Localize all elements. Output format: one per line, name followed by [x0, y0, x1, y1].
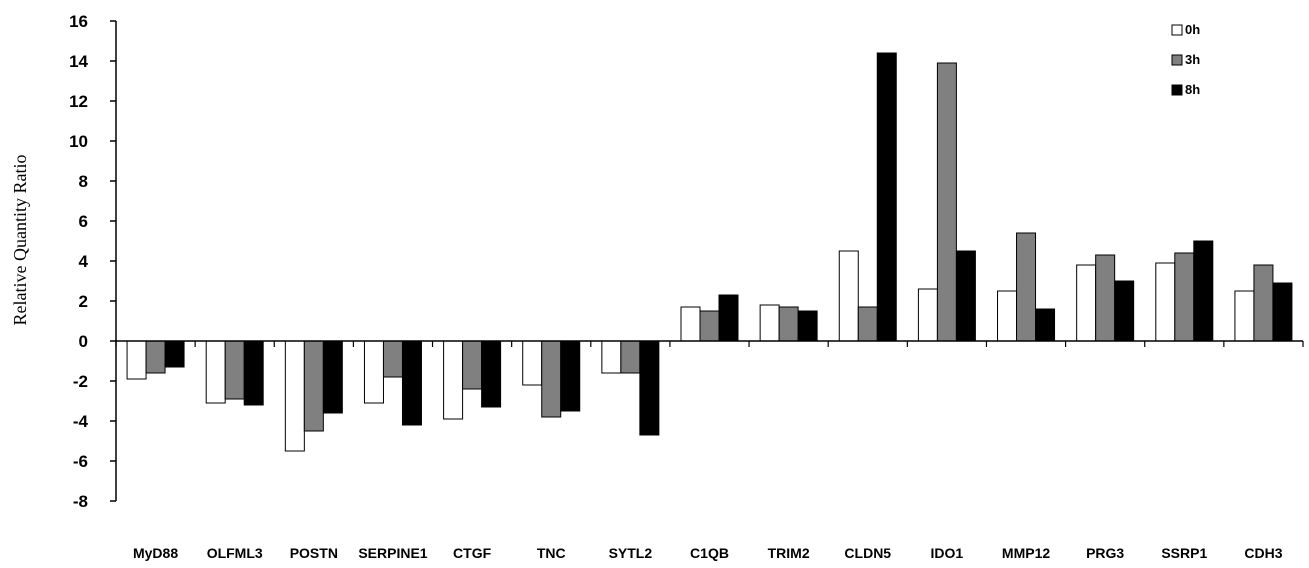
category-label: TRIM2 — [768, 545, 810, 561]
bar-0h-mmp12 — [997, 290, 1018, 342]
category-label: MyD88 — [133, 545, 178, 561]
bar-8h-ido1 — [955, 250, 976, 342]
bar-3h-prg3 — [1095, 254, 1116, 342]
bar-0h-postn — [284, 340, 305, 452]
bar-3h-c1qb — [699, 310, 720, 342]
category-labels: MyD88 OLFML3 POSTN SERPINE1 CTGF TNC SYTL2 C1QB… — [133, 545, 1283, 561]
y-tick-label: 6 — [79, 212, 88, 231]
bar-0h-tnc — [522, 340, 543, 386]
y-tick-label: 16 — [69, 12, 88, 31]
bar-0h-ctgf — [443, 340, 464, 420]
legend-swatch-0h — [1171, 24, 1183, 36]
bar-0h-ssrp1 — [1155, 262, 1176, 342]
bar-3h-ctgf — [462, 340, 483, 390]
bar-3h-ido1 — [936, 62, 957, 342]
bar-8h-cldn5 — [876, 52, 897, 342]
bar-0h-prg3 — [1076, 264, 1097, 342]
bar-0h-serpine1 — [363, 340, 384, 404]
legend-label-8h: 8h — [1185, 82, 1200, 97]
category-label: MMP12 — [1002, 545, 1050, 561]
bar-0h-trim2 — [759, 304, 780, 342]
bar-3h-cdh3 — [1253, 264, 1274, 342]
legend-label-0h: 0h — [1185, 22, 1200, 37]
bar-8h-olfml3 — [243, 340, 264, 406]
y-tick-label: 0 — [79, 332, 88, 351]
bar-8h-sytl2 — [639, 340, 660, 436]
bar-0h-c1qb — [680, 306, 701, 342]
y-tick-label: 10 — [69, 132, 88, 151]
category-label: C1QB — [690, 545, 729, 561]
bar-3h-sytl2 — [620, 340, 641, 374]
category-label: CLDN5 — [844, 545, 891, 561]
bar-3h-trim2 — [778, 306, 799, 342]
bars — [126, 52, 1293, 452]
legend: 0h 3h 8h — [1171, 22, 1200, 97]
bar-8h-mmp12 — [1035, 308, 1056, 342]
x-axis — [115, 340, 1304, 347]
bar-8h-ssrp1 — [1193, 240, 1214, 342]
bar-0h-myd88 — [126, 340, 147, 380]
legend-swatch-3h — [1171, 54, 1183, 66]
bar-8h-tnc — [560, 340, 581, 412]
bar-3h-serpine1 — [382, 340, 403, 378]
bar-0h-sytl2 — [601, 340, 622, 374]
y-tick-label: -8 — [73, 492, 88, 511]
bar-3h-olfml3 — [224, 340, 245, 400]
bar-3h-tnc — [541, 340, 562, 418]
category-label: SSRP1 — [1161, 545, 1207, 561]
bar-8h-prg3 — [1114, 280, 1135, 342]
y-axis: 16 14 12 10 8 6 4 2 0 -2 -4 -6 -8 — [69, 12, 117, 511]
bar-0h-cdh3 — [1234, 290, 1255, 342]
y-tick-label: 2 — [79, 292, 88, 311]
bar-0h-ido1 — [917, 288, 938, 342]
bar-8h-ctgf — [481, 340, 502, 408]
y-tick-label: 8 — [79, 172, 88, 191]
category-label: PRG3 — [1086, 545, 1124, 561]
bar-0h-cldn5 — [838, 250, 859, 342]
category-label: IDO1 — [931, 545, 964, 561]
bar-3h-ssrp1 — [1174, 252, 1195, 342]
category-label: SYTL2 — [609, 545, 653, 561]
y-tick-label: -4 — [73, 412, 89, 431]
y-tick-label: -2 — [73, 372, 88, 391]
category-label: TNC — [537, 545, 566, 561]
legend-label-3h: 3h — [1185, 52, 1200, 67]
bar-8h-postn — [322, 340, 343, 414]
bar-8h-serpine1 — [401, 340, 422, 426]
bar-8h-myd88 — [164, 340, 185, 368]
bar-3h-cldn5 — [857, 306, 878, 342]
bar-3h-mmp12 — [1016, 232, 1037, 342]
bar-8h-trim2 — [797, 310, 818, 342]
category-label: POSTN — [290, 545, 338, 561]
y-tick-label: 12 — [69, 92, 88, 111]
category-label: SERPINE1 — [358, 545, 427, 561]
y-tick-label: -6 — [73, 452, 88, 471]
bar-0h-olfml3 — [205, 340, 226, 404]
category-label: OLFML3 — [207, 545, 263, 561]
bar-8h-cdh3 — [1272, 282, 1293, 342]
bar-8h-c1qb — [718, 294, 739, 342]
y-tick-label: 14 — [69, 52, 88, 71]
legend-swatch-8h — [1171, 84, 1183, 96]
category-label: CDH3 — [1244, 545, 1282, 561]
y-axis-label: Relative Quantity Ratio — [10, 155, 30, 326]
category-label: CTGF — [453, 545, 492, 561]
y-tick-label: 4 — [79, 252, 89, 271]
bar-3h-postn — [303, 340, 324, 432]
bar-3h-myd88 — [145, 340, 166, 374]
